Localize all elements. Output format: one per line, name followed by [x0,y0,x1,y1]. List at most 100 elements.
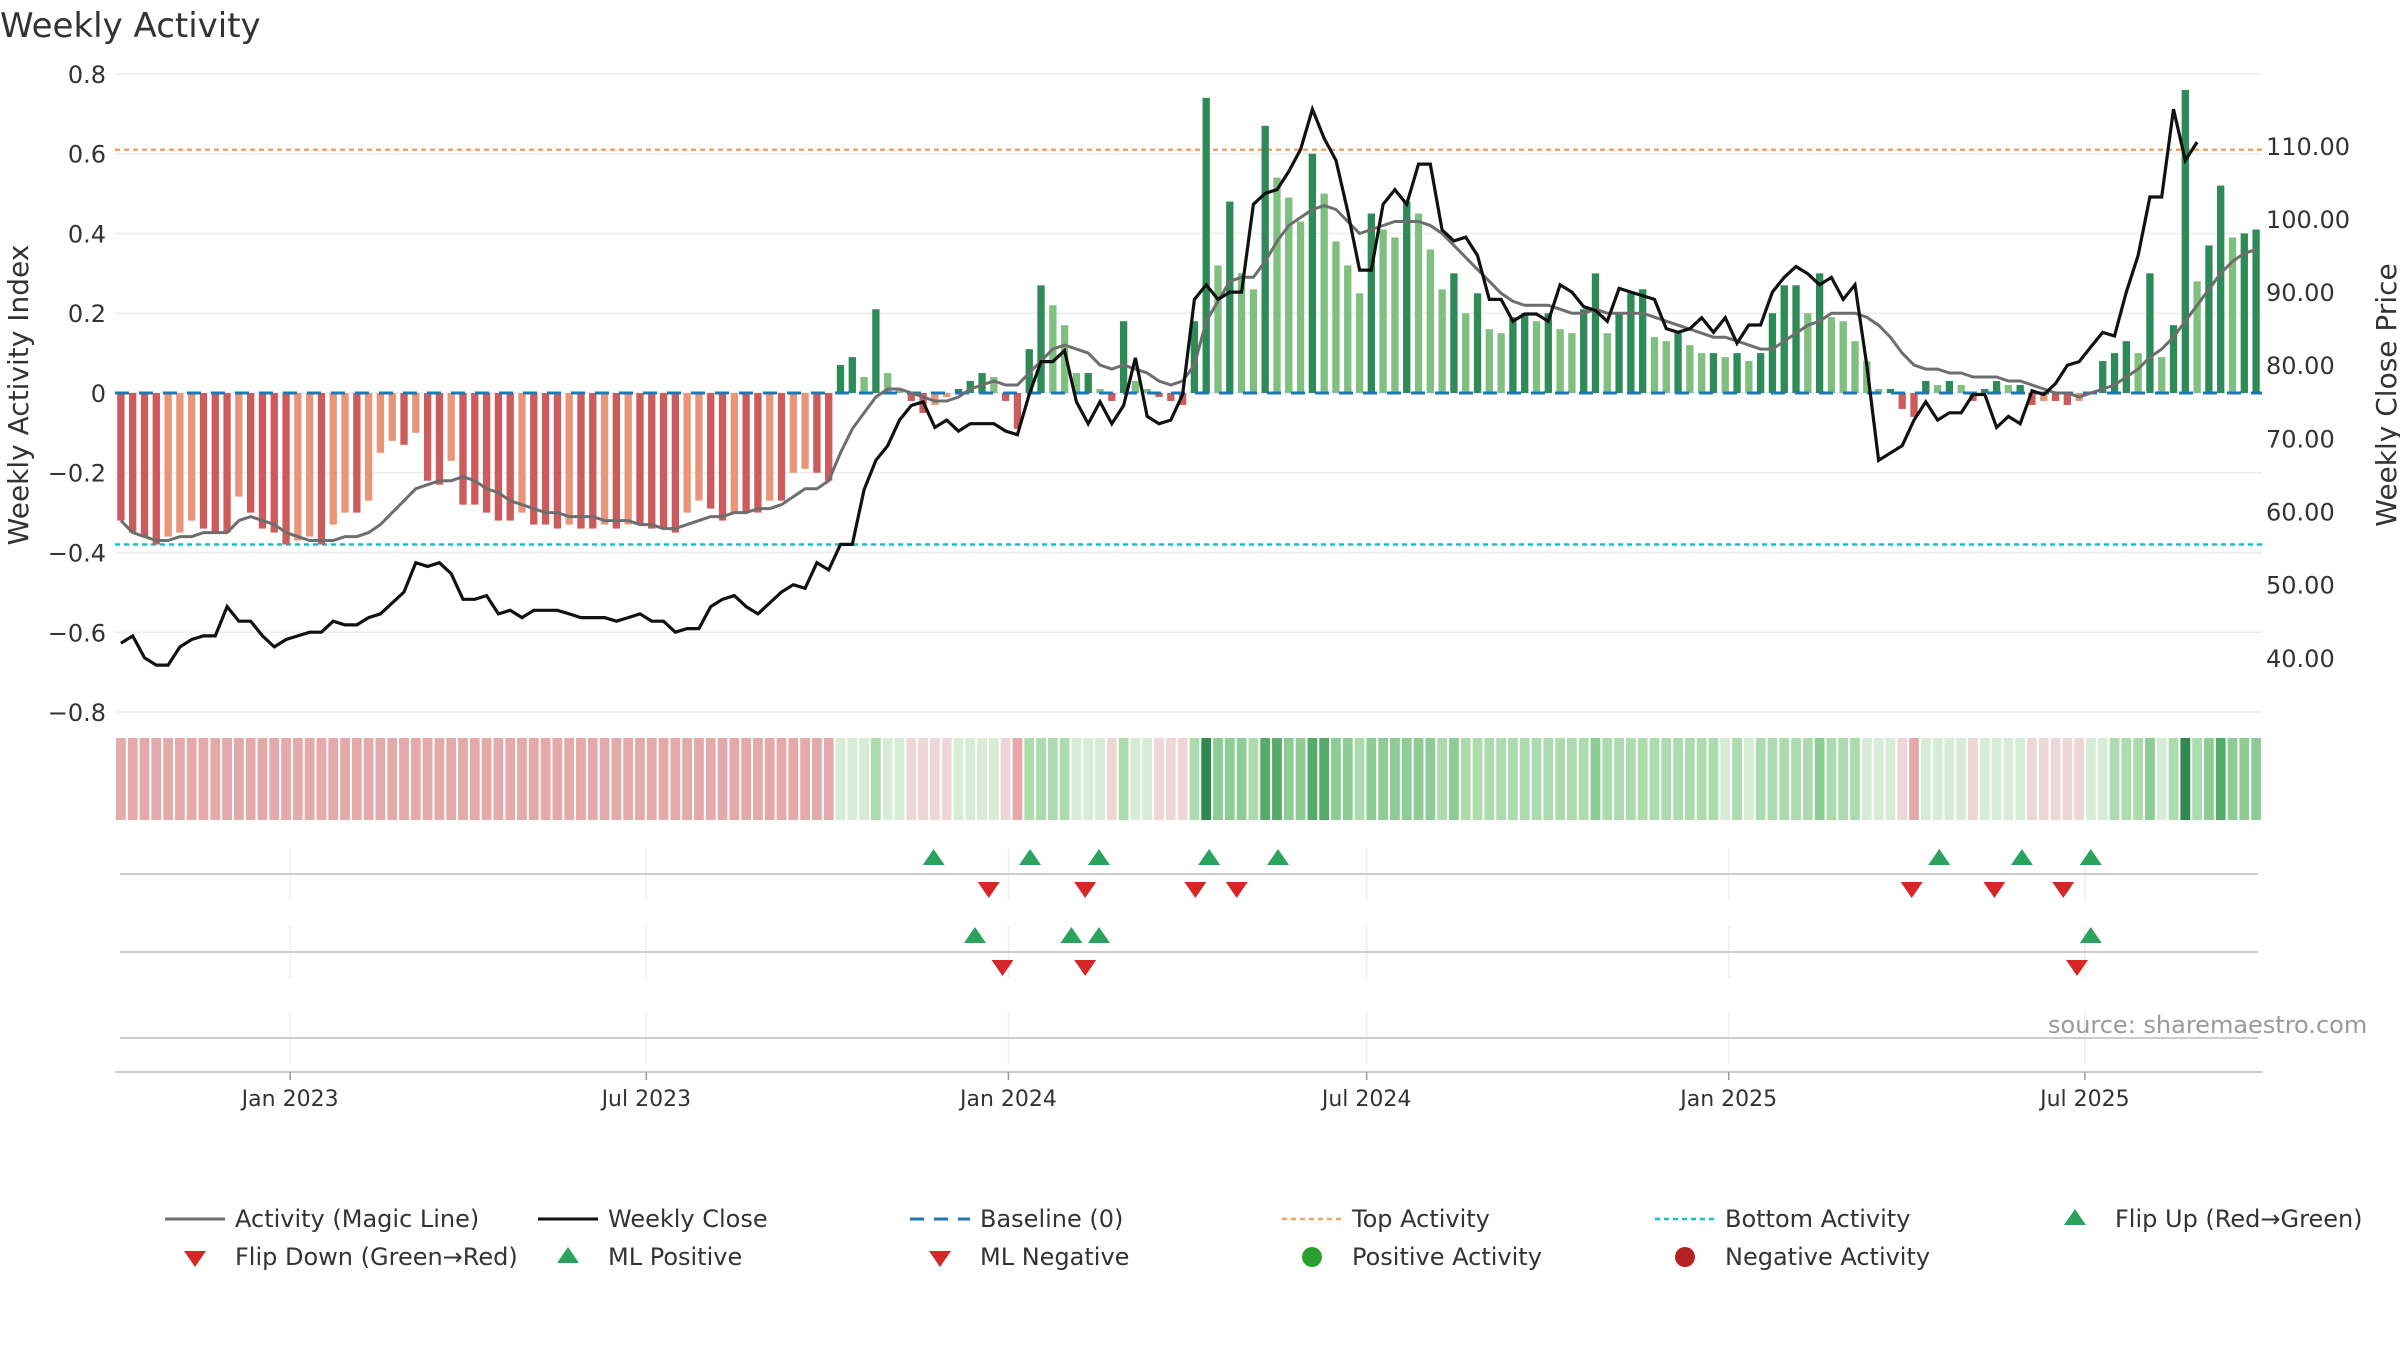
activity-bar [978,373,986,393]
heat-cell [918,738,928,820]
heat-cell [174,738,185,820]
activity-bar [1060,325,1069,393]
flip-down-marker [1900,882,1923,898]
heat-cell [304,738,315,820]
activity-bar [954,389,963,393]
activity-bars [117,89,2260,545]
heat-cell [2239,738,2250,820]
y2-tick-label: 110.00 [2266,133,2350,161]
activity-bar [1756,353,1765,393]
flip-down-marker [1983,882,2006,898]
activity-bar [1804,313,1812,393]
activity-bar [2158,357,2166,393]
heat-cell [1071,738,1082,820]
x-tick-label: Jan 2024 [958,1087,1057,1112]
legend-item-flipdown: Flip Down (Green→Red) [184,1243,518,1271]
activity-bar [860,377,868,393]
heat-cell [410,738,421,820]
y2-tick-label: 40.00 [2266,645,2335,673]
y2-axis-label: Weekly Close Price [2370,263,2400,526]
heat-cell [387,738,398,820]
heat-cell [446,738,457,820]
activity-bar [1792,285,1800,393]
heat-cell [800,738,811,820]
legend-swatch [2064,1209,2086,1225]
heat-cell [2145,738,2155,820]
flip-down-marker [1074,882,1097,898]
heat-cell [823,738,834,820]
activity-bar [2040,392,2048,401]
y-tick-label: 0 [91,380,106,408]
activity-bar [990,377,998,393]
heat-cell [1897,738,1908,820]
heat-cell [292,738,303,820]
heat-cell [481,738,492,820]
heat-cell [1602,738,1613,820]
activity-bar [1815,273,1824,393]
legend-item-bottom: Bottom Activity [1655,1205,1910,1233]
heat-cell [1873,738,1884,820]
heat-cell [2121,738,2132,820]
flip-down-marker [977,882,1000,898]
activity-bar [2228,237,2237,393]
heat-cell [469,738,480,820]
source-watermark: source: sharemaestro.com [2048,1011,2368,1039]
heat-cell [1543,738,1554,820]
activity-bar [1473,293,1482,393]
activity-bar [1096,389,1104,393]
heat-cell [1213,738,1223,820]
legend-swatch [1302,1247,1322,1267]
heat-cell [1850,738,1860,820]
heat-cell [1036,738,1046,820]
activity-bar [1650,337,1659,393]
activity-bar [1615,313,1623,393]
activity-bar [1403,201,1411,393]
heat-cell [351,738,362,820]
activity-bar [766,392,774,501]
activity-bar [1084,373,1092,393]
y2-tick-label: 80.00 [2266,352,2335,380]
activity-bar [2169,325,2178,393]
heat-cell [399,738,409,820]
heat-cell [1366,738,1377,820]
activity-bar [530,392,538,525]
heat-cell [422,738,433,820]
heat-cell [1319,738,1330,820]
activity-bar [943,392,951,397]
activity-bar [471,392,479,505]
activity-bar [872,309,880,393]
heat-cell [953,738,964,820]
axes: −0.8 −0.6 −0.4 −0.2 0 0.2 0.4 0.6 0.8 40.00 50.00 6… [48,61,2350,727]
activity-bar [2110,353,2119,393]
flip-up-marker [2010,849,2033,865]
activity-bar [188,392,196,521]
heat-cell [623,738,634,820]
heat-cell [186,738,197,820]
heat-cell [1342,738,1353,820]
activity-bar [1591,273,1600,393]
activity-bar [364,392,373,501]
activity-bar [612,392,621,529]
activity-bar [1532,321,1541,393]
heat-cell [1684,738,1695,820]
heat-cell [1449,738,1459,820]
ml-positive-marker [1060,927,1083,943]
activity-bar [1391,237,1399,393]
activity-bar [1202,97,1210,393]
heat-cell [375,738,386,820]
heat-cell [906,738,917,820]
heat-cell [941,738,952,820]
heat-cell [1106,738,1117,820]
y-tick-label: 0.6 [68,141,106,169]
heat-cell [1956,738,1967,820]
activity-bar [754,392,762,513]
heat-cell [870,738,881,820]
heat-cell [1802,738,1813,820]
heat-cell [1991,738,2002,820]
activity-bar [931,392,939,405]
activity-heatmap-strip [116,738,2261,820]
heat-cell [599,738,610,820]
weekly-close-line [120,104,2199,667]
heat-cell [965,738,976,820]
activity-bar [388,392,396,441]
